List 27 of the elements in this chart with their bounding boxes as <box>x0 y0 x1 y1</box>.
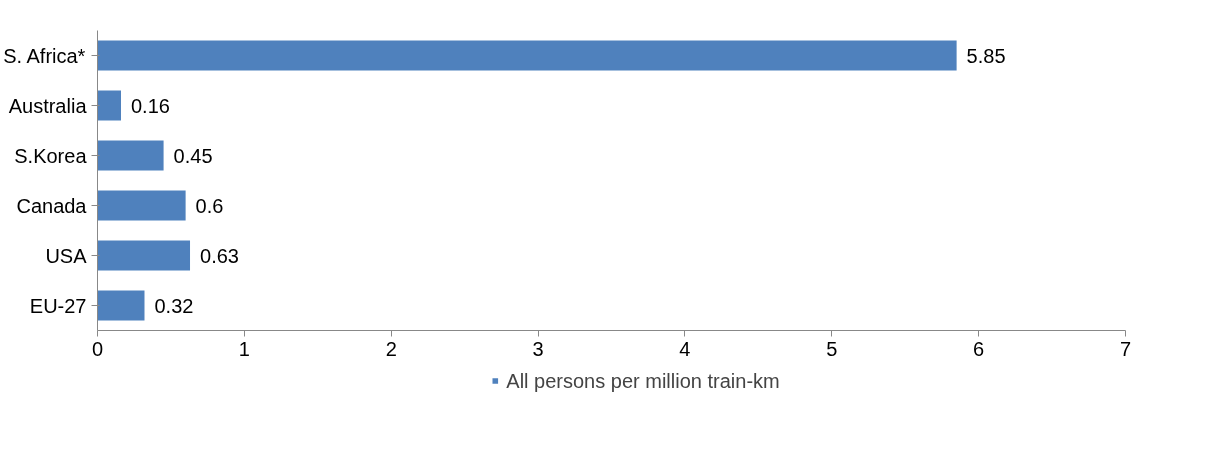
data-label: 0.32 <box>154 294 194 317</box>
x-tick-label: 6 <box>973 337 985 360</box>
x-tick-label: 1 <box>238 337 250 360</box>
x-tick-label: 7 <box>1119 337 1132 360</box>
bar <box>97 240 191 271</box>
y-tick-label: USA <box>45 244 88 267</box>
data-label: 0.63 <box>200 244 239 267</box>
y-tick-label: S.Korea <box>14 144 88 167</box>
y-tick-label: S. Africa* <box>3 44 86 67</box>
bar <box>97 90 121 121</box>
data-label: 0.45 <box>173 144 213 167</box>
y-tick-label: Australia <box>8 94 88 117</box>
x-tick-label: 2 <box>385 337 397 360</box>
data-label: 0.16 <box>131 94 170 117</box>
x-tick-label: 4 <box>679 337 691 360</box>
bar <box>97 40 957 71</box>
data-label: 0.6 <box>195 194 224 217</box>
bar <box>97 190 186 221</box>
y-tick-label: EU-27 <box>29 294 87 317</box>
x-tick-label: 3 <box>532 337 544 360</box>
y-tick-label: Canada <box>16 194 88 217</box>
x-tick-label: 5 <box>826 337 838 360</box>
bar <box>97 290 145 321</box>
x-tick-label: 0 <box>91 337 104 360</box>
bar <box>97 140 164 171</box>
legend-label: All persons per million train-km <box>506 369 780 392</box>
data-label: 5.85 <box>966 44 1006 67</box>
